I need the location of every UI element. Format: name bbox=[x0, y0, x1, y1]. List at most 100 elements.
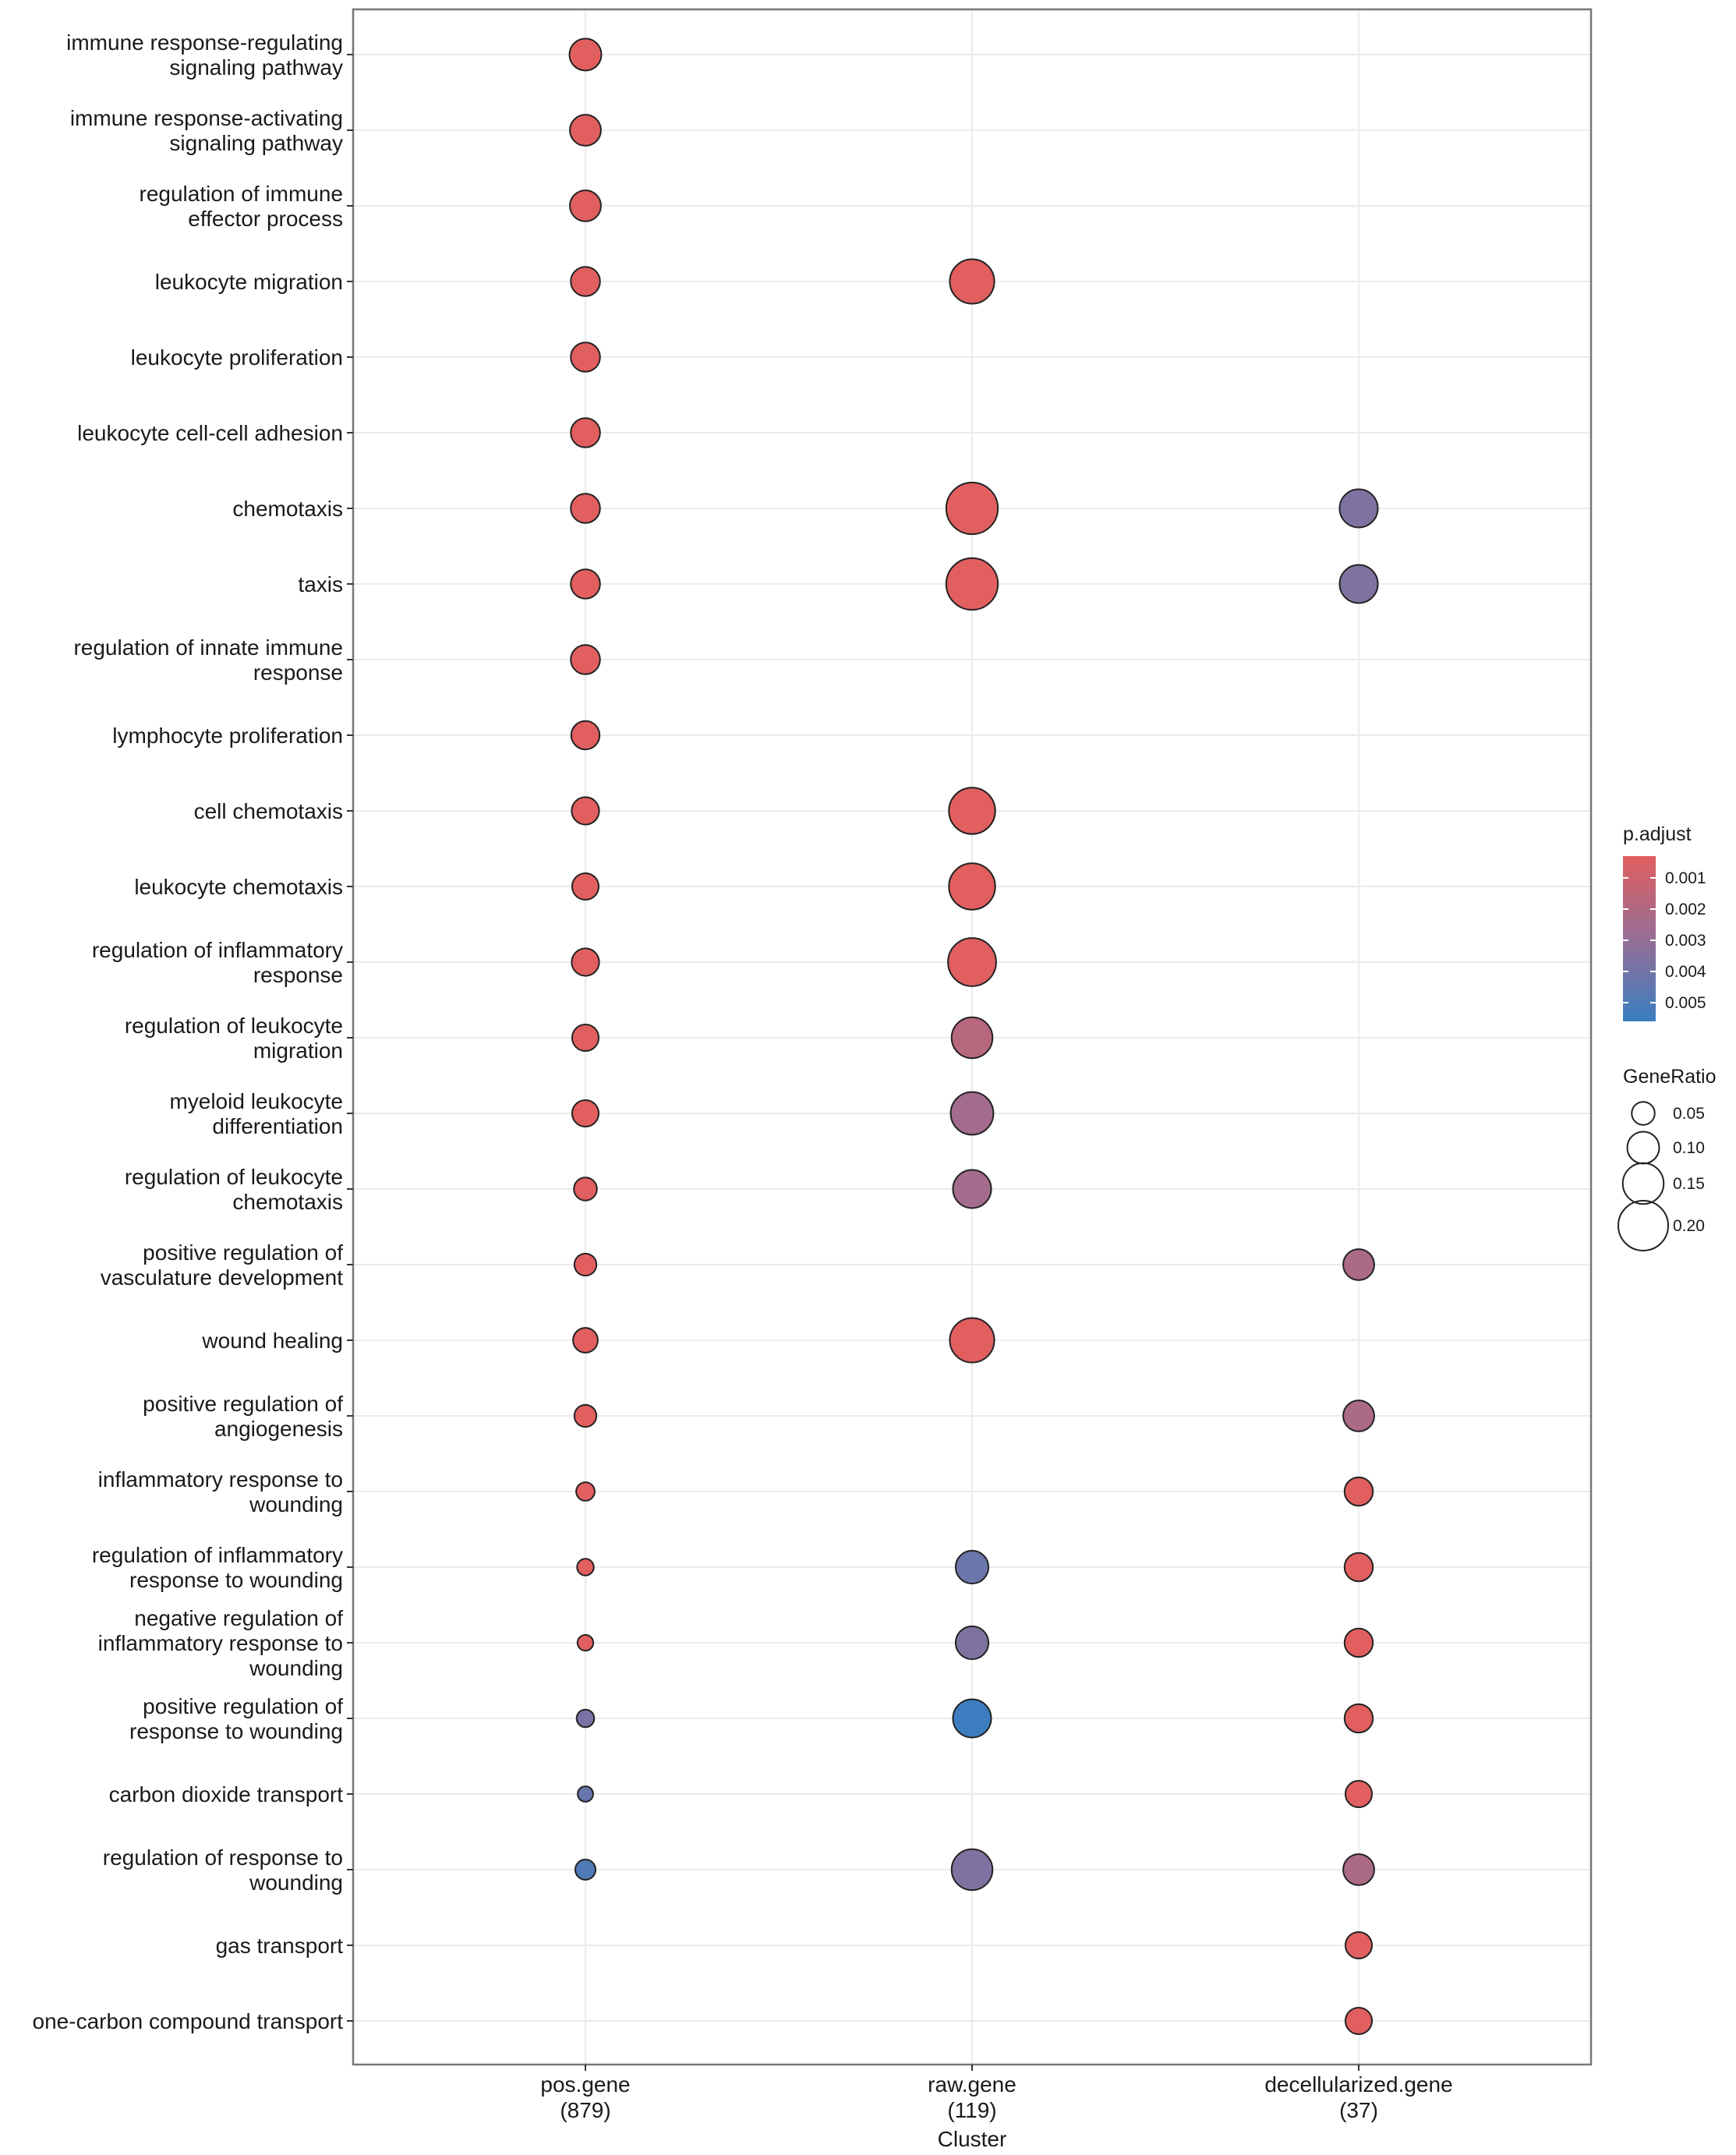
y-tick-label: wounding bbox=[249, 1870, 343, 1895]
data-point bbox=[570, 341, 601, 373]
y-tick-label: regulation of leukocyte bbox=[125, 1014, 343, 1038]
legend-gene-ratio: GeneRatio 0.05 0.10 0.15 0.20 bbox=[1618, 1066, 1717, 1251]
data-point bbox=[570, 720, 601, 751]
data-point bbox=[1343, 1476, 1374, 1507]
data-point bbox=[571, 872, 600, 901]
data-point bbox=[571, 947, 600, 977]
data-point bbox=[1342, 1248, 1375, 1281]
data-point bbox=[576, 1558, 595, 1576]
data-point bbox=[570, 417, 601, 448]
legend-p-adjust: p.adjust 0.001 0.002 0.003 0.004 0.005 bbox=[1623, 823, 1706, 1021]
y-tick-label: response to wounding bbox=[129, 1719, 343, 1743]
data-point bbox=[945, 557, 999, 611]
data-point bbox=[570, 568, 601, 600]
data-point bbox=[1344, 1779, 1374, 1809]
data-point bbox=[1344, 2006, 1374, 2036]
data-point bbox=[572, 1327, 599, 1354]
y-tick-label: response bbox=[253, 963, 343, 987]
data-point bbox=[570, 493, 601, 524]
data-point bbox=[948, 787, 996, 835]
y-tick-label: response bbox=[253, 660, 343, 685]
y-tick-label: wounding bbox=[249, 1656, 343, 1680]
x-tick-count: (119) bbox=[947, 2098, 996, 2122]
y-tick-label: immune response-regulating bbox=[66, 30, 343, 55]
y-tick-label: inflammatory response to bbox=[98, 1631, 343, 1655]
data-point bbox=[570, 644, 601, 675]
size-legend-circle bbox=[1621, 1162, 1665, 1205]
data-point bbox=[569, 189, 602, 222]
y-tick-label: vasculature development bbox=[101, 1265, 344, 1290]
data-point bbox=[570, 266, 601, 297]
data-point bbox=[947, 937, 997, 987]
color-legend-label: 0.003 bbox=[1665, 932, 1706, 950]
data-point bbox=[954, 1549, 990, 1585]
y-tick-label: positive regulation of bbox=[143, 1694, 343, 1718]
y-tick-label: regulation of response to bbox=[103, 1845, 343, 1870]
data-points bbox=[568, 37, 1379, 2036]
data-point bbox=[1343, 1627, 1374, 1658]
data-point bbox=[571, 796, 600, 826]
color-bar bbox=[1623, 856, 1656, 1021]
y-tick-label: myeloid leukocyte bbox=[169, 1089, 343, 1113]
data-point bbox=[571, 1099, 600, 1128]
data-point bbox=[1343, 1552, 1374, 1583]
data-point bbox=[571, 1023, 600, 1053]
data-point bbox=[949, 258, 995, 305]
data-point bbox=[1343, 1703, 1374, 1734]
data-point bbox=[575, 1708, 596, 1729]
size-legend-label: 0.05 bbox=[1673, 1105, 1705, 1123]
data-point bbox=[576, 1633, 595, 1652]
y-tick-label: inflammatory response to bbox=[98, 1467, 343, 1492]
x-tick-label: raw.gene bbox=[928, 2072, 1016, 2097]
y-tick-label: carbon dioxide transport bbox=[109, 1782, 344, 1806]
y-tick-label: immune response-activating bbox=[70, 106, 343, 130]
size-legend-label: 0.20 bbox=[1673, 1217, 1705, 1235]
x-axis-title: Cluster bbox=[938, 2127, 1007, 2151]
size-legend-label: 0.10 bbox=[1673, 1139, 1705, 1157]
x-tick-label: decellularized.gene bbox=[1264, 2072, 1452, 2097]
data-point bbox=[1338, 488, 1379, 529]
y-tick-label: wounding bbox=[249, 1492, 343, 1516]
data-point bbox=[950, 1016, 994, 1060]
y-tick-label: taxis bbox=[298, 572, 343, 596]
data-point bbox=[954, 1625, 990, 1661]
y-tick-label: leukocyte cell-cell adhesion bbox=[77, 421, 343, 445]
data-point bbox=[575, 1481, 596, 1502]
data-point bbox=[577, 1785, 594, 1803]
legend-title: GeneRatio bbox=[1623, 1066, 1717, 1088]
data-point bbox=[573, 1403, 598, 1428]
data-point bbox=[949, 1091, 995, 1136]
data-point bbox=[949, 1317, 995, 1364]
data-point bbox=[1342, 1853, 1375, 1886]
data-point bbox=[945, 481, 999, 536]
y-tick-label: chemotaxis bbox=[232, 497, 343, 521]
data-point bbox=[568, 37, 603, 72]
y-axis: immune response-regulating signaling path… bbox=[33, 30, 353, 2033]
size-legend-circle bbox=[1626, 1131, 1660, 1165]
data-point bbox=[1342, 1400, 1375, 1432]
color-legend-label: 0.005 bbox=[1665, 994, 1706, 1012]
y-tick-label: wound healing bbox=[201, 1329, 343, 1353]
legend-title: p.adjust bbox=[1623, 823, 1692, 845]
data-point bbox=[948, 862, 996, 911]
data-point bbox=[1338, 564, 1379, 604]
y-tick-label: positive regulation of bbox=[143, 1240, 343, 1265]
size-legend-label: 0.15 bbox=[1673, 1175, 1705, 1193]
data-point bbox=[574, 1858, 597, 1881]
color-legend-label: 0.004 bbox=[1665, 963, 1706, 981]
data-point bbox=[569, 114, 602, 147]
x-tick-count: (37) bbox=[1339, 2098, 1378, 2122]
data-point bbox=[573, 1252, 598, 1277]
data-point bbox=[952, 1698, 992, 1739]
y-tick-label: migration bbox=[253, 1039, 343, 1063]
y-tick-label: differentiation bbox=[212, 1114, 343, 1138]
y-tick-label: regulation of leukocyte bbox=[125, 1165, 343, 1189]
y-tick-label: signaling pathway bbox=[169, 131, 343, 155]
size-legend-circle bbox=[1618, 1200, 1669, 1251]
color-legend-label: 0.002 bbox=[1665, 901, 1706, 918]
y-tick-label: leukocyte migration bbox=[155, 270, 343, 294]
y-tick-label: lymphocyte proliferation bbox=[112, 724, 343, 748]
data-point bbox=[1344, 1930, 1374, 1960]
y-tick-label: positive regulation of bbox=[143, 1392, 343, 1416]
